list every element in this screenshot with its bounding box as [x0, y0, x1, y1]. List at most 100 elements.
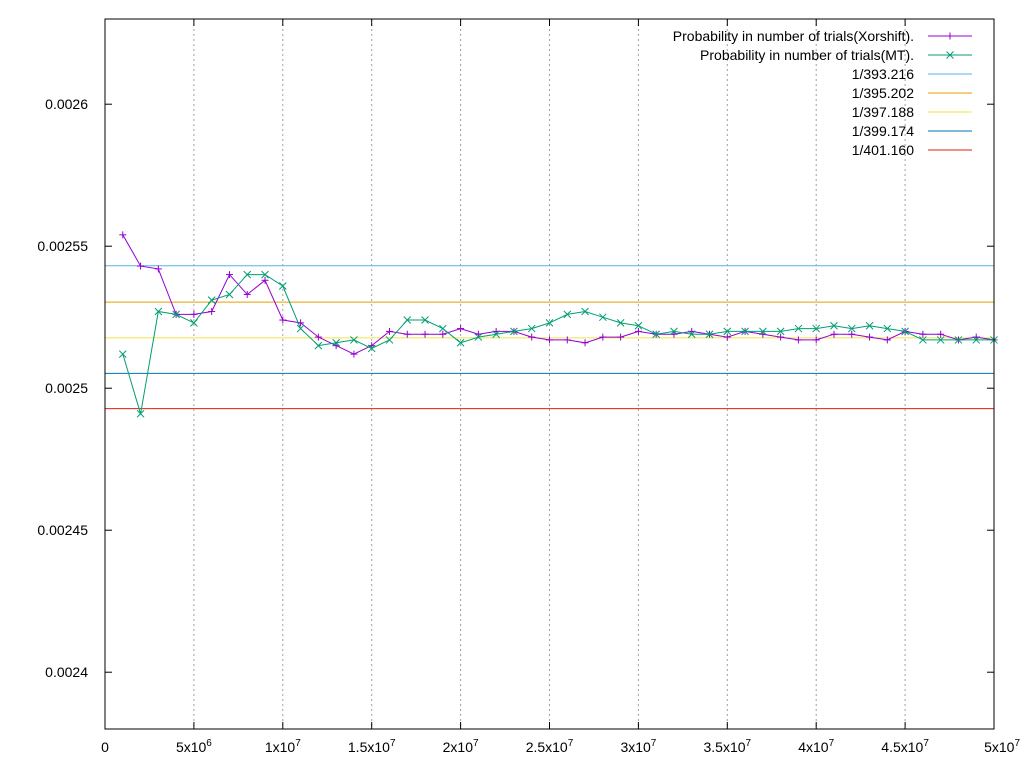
- x-marker: [474, 333, 483, 341]
- legend-entry-2: Probability in number of trials(MT).: [700, 47, 972, 63]
- x-marker: [403, 316, 412, 324]
- plus-marker: [563, 336, 571, 344]
- y-tick-label: 0.00255: [37, 238, 88, 254]
- x-marker: [261, 270, 269, 279]
- plus-marker: [794, 336, 802, 344]
- legend-label: 1/401.160: [852, 142, 914, 158]
- x-marker: [954, 336, 963, 344]
- plus-marker: [599, 333, 607, 341]
- x-marker: [563, 310, 572, 319]
- plus-marker: [119, 231, 127, 239]
- plus-marker: [848, 330, 856, 338]
- legend-entry-3: 1/393.216: [852, 66, 972, 82]
- plus-marker: [190, 310, 198, 318]
- legend-entry-6: 1/399.174: [852, 123, 972, 139]
- x-marker: [865, 321, 874, 330]
- x-marker: [670, 327, 678, 336]
- x-marker: [492, 330, 501, 339]
- plus-marker: [261, 276, 269, 284]
- x-tick-label: 5x106: [176, 738, 212, 755]
- x-tick-label: 3x107: [620, 738, 656, 755]
- x-marker: [687, 330, 696, 339]
- plus-marker: [723, 333, 731, 341]
- x-marker: [794, 324, 803, 333]
- plus-marker: [617, 333, 625, 341]
- plus-marker: [919, 330, 927, 338]
- x-marker: [332, 338, 340, 347]
- legend-label: 1/397.188: [852, 104, 914, 120]
- x-marker: [830, 321, 838, 330]
- x-marker: [243, 270, 252, 279]
- y-tick-label: 0.00245: [37, 522, 88, 538]
- x-tick-label: 4.5x107: [881, 738, 929, 755]
- y-tick-label: 0.0024: [45, 664, 88, 680]
- y-tick-label: 0.0026: [45, 96, 88, 112]
- plus-marker: [385, 327, 393, 335]
- x-marker: [278, 282, 287, 290]
- plus-marker: [314, 333, 322, 341]
- x-tick-label: 1x107: [265, 738, 301, 755]
- x-marker: [314, 341, 323, 350]
- plus-marker: [528, 333, 536, 341]
- x-marker: [946, 51, 954, 59]
- legend-entry-4: 1/395.202: [852, 85, 972, 101]
- plus-marker: [154, 265, 162, 273]
- x-marker: [812, 324, 821, 333]
- plus-marker: [439, 330, 447, 338]
- x-marker: [936, 336, 945, 344]
- legend-entry-7: 1/401.160: [852, 142, 972, 158]
- plus-marker: [946, 32, 954, 40]
- x-marker: [367, 344, 376, 353]
- plus-marker: [137, 262, 145, 270]
- x-marker: [634, 321, 643, 330]
- x-marker: [652, 330, 661, 339]
- x-marker: [438, 324, 447, 333]
- x-marker: [776, 327, 785, 336]
- x-marker: [207, 296, 216, 305]
- x-tick-label: 3.5x107: [703, 738, 751, 755]
- x-tick-label: 5x107: [984, 738, 1020, 755]
- plus-marker: [546, 336, 553, 344]
- x-tick-label: 0: [101, 739, 109, 755]
- x-marker: [350, 336, 358, 344]
- x-tick-label: 2.5x107: [526, 738, 574, 755]
- x-marker: [723, 327, 732, 336]
- x-marker: [527, 324, 536, 333]
- plus-marker: [243, 290, 251, 298]
- plus-marker: [403, 330, 411, 338]
- plus-marker: [812, 336, 820, 344]
- x-marker: [616, 319, 625, 327]
- x-marker: [154, 307, 163, 316]
- x-marker: [901, 327, 909, 336]
- x-marker: [545, 319, 554, 327]
- legend-label: 1/393.216: [852, 66, 914, 82]
- plus-marker: [581, 339, 589, 347]
- x-marker: [421, 316, 429, 324]
- plus-marker: [208, 308, 216, 316]
- plus-marker: [421, 330, 429, 338]
- x-marker: [136, 409, 145, 418]
- x-marker: [847, 324, 856, 333]
- x-marker: [118, 350, 127, 358]
- legend-entry-5: 1/397.188: [852, 104, 972, 120]
- x-marker: [385, 336, 394, 344]
- legend-label: 1/399.174: [852, 123, 914, 139]
- plus-marker: [457, 325, 465, 333]
- x-marker: [972, 336, 981, 344]
- plus-marker: [830, 330, 838, 338]
- legend-label: Probability in number of trials(MT).: [700, 47, 914, 63]
- x-marker: [883, 324, 892, 333]
- plus-marker: [937, 330, 945, 338]
- x-marker: [172, 310, 180, 319]
- x-marker: [598, 313, 607, 322]
- x-marker: [225, 290, 234, 299]
- x-tick-label: 2x107: [443, 738, 479, 755]
- x-marker: [190, 319, 198, 327]
- plus-marker: [777, 333, 785, 341]
- series-line-1: [122, 234, 995, 355]
- series-line-2: [122, 274, 994, 414]
- plus-marker: [634, 327, 642, 335]
- plus-marker: [883, 336, 891, 344]
